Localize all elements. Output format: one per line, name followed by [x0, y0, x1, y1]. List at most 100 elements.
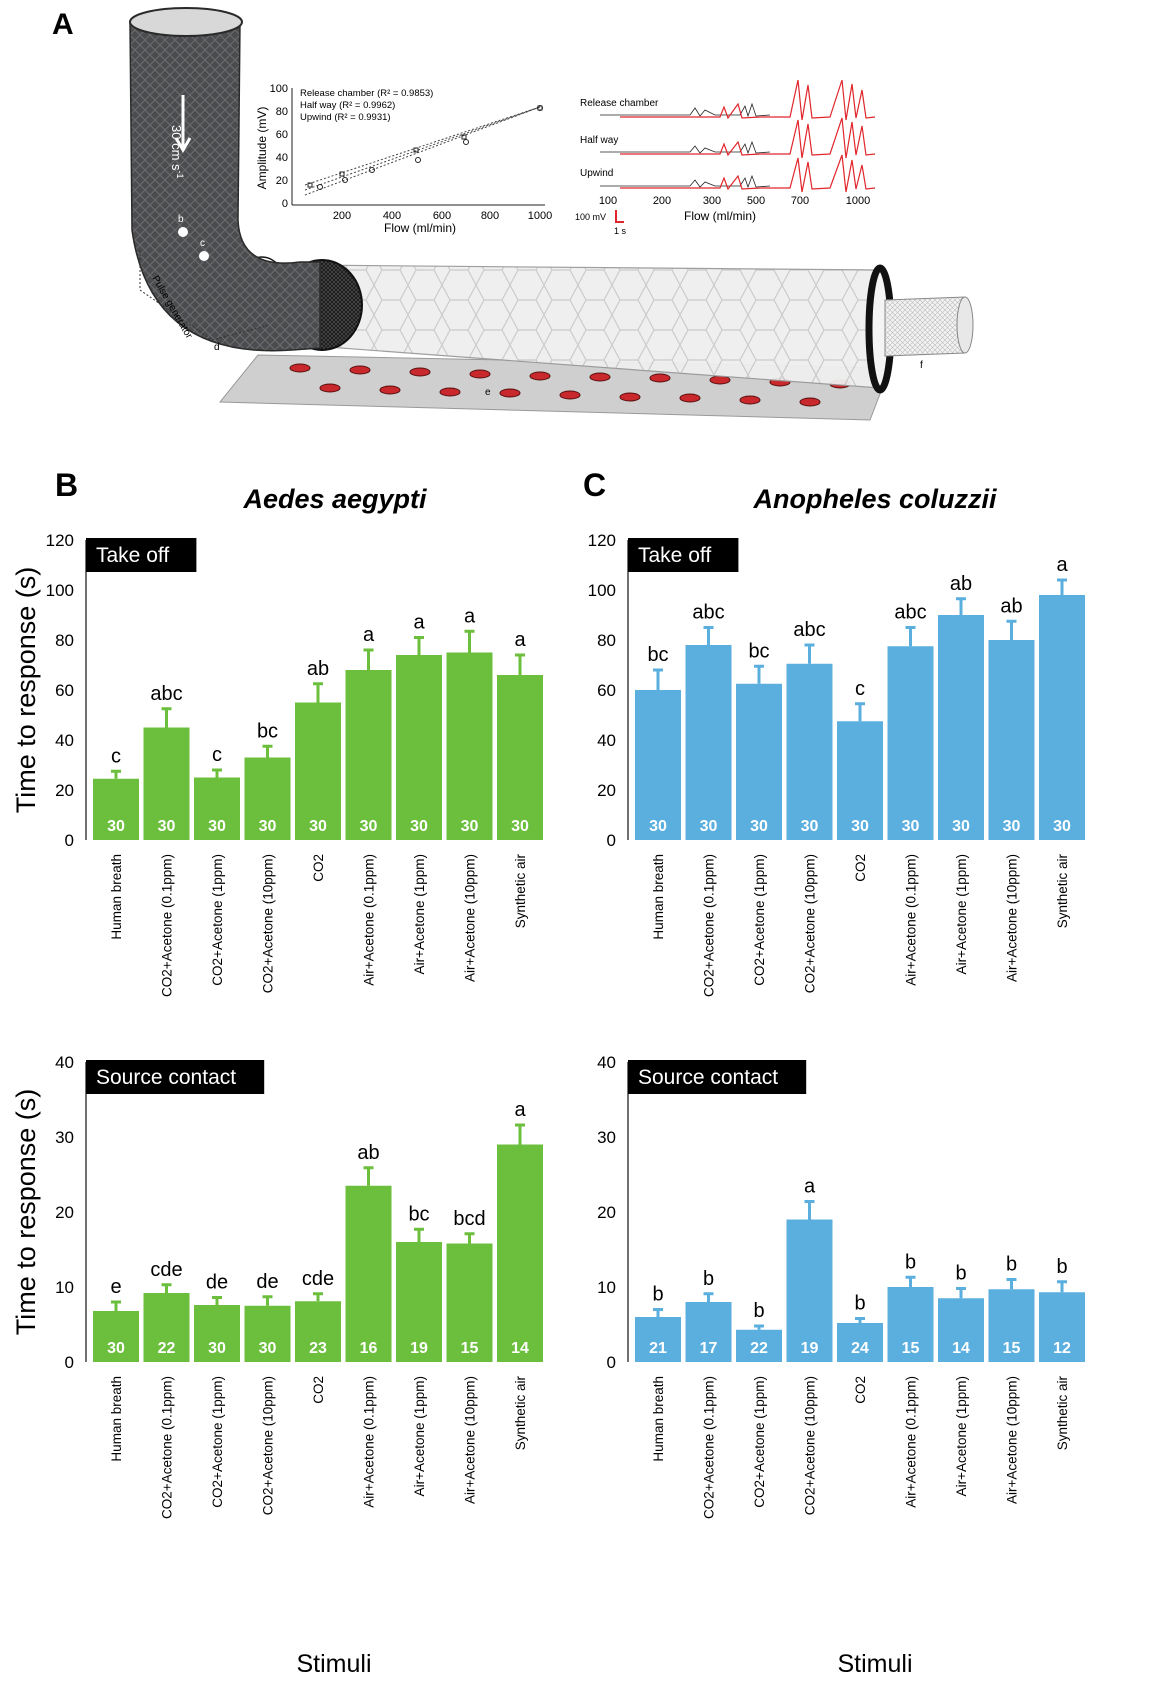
n-label: 16 [360, 1340, 378, 1357]
section-label: Source contact [638, 1066, 778, 1089]
n-label: 15 [1003, 1340, 1021, 1357]
section-label-box [86, 1060, 265, 1094]
svg-text:80: 80 [276, 106, 288, 118]
n-label: 30 [107, 818, 125, 835]
category-label: Air+Acetone (10ppm) [1005, 854, 1020, 982]
bar [736, 1329, 782, 1362]
bar [93, 778, 139, 840]
n-label: 15 [902, 1340, 920, 1357]
significance-letter: a [413, 612, 425, 634]
bar [786, 663, 833, 840]
n-label: 30 [902, 818, 920, 835]
significance-letter: abc [793, 619, 825, 641]
bar [685, 645, 732, 840]
significance-letter: a [363, 624, 375, 646]
category-label: Synthetic air [1055, 854, 1070, 929]
bar [194, 777, 240, 840]
bar [837, 1323, 883, 1362]
part-label-b: b [178, 214, 184, 225]
n-label: 30 [1053, 818, 1071, 835]
bar [345, 1185, 392, 1362]
svg-text:20: 20 [276, 175, 288, 187]
bar [194, 1305, 240, 1362]
y-tick-label: 0 [607, 1353, 616, 1372]
category-label: CO2 [311, 1376, 326, 1404]
category-label: CO2+Acetone (10ppm) [261, 1376, 276, 1515]
bar [143, 727, 190, 840]
significance-letter: c [212, 744, 222, 766]
svg-text:60: 60 [276, 129, 288, 141]
category-label: CO2 [853, 1376, 868, 1404]
bar [143, 1293, 190, 1362]
bar [736, 683, 782, 840]
category-label: CO2+Acetone (1ppm) [752, 1376, 767, 1508]
svg-text:1000: 1000 [528, 210, 552, 222]
significance-letter: de [206, 1272, 228, 1294]
chart-title: Anopheles coluzzii [752, 484, 997, 514]
significance-letter: bc [257, 720, 278, 742]
bar [497, 1144, 543, 1362]
significance-letter: bc [408, 1203, 429, 1225]
n-label: 30 [1003, 818, 1021, 835]
n-label: 19 [410, 1340, 428, 1357]
y-tick-label: 20 [55, 781, 74, 800]
n-label: 14 [952, 1340, 970, 1357]
arrow-label: 30 cm s [169, 125, 184, 171]
category-label: Air+Acetone (1ppm) [954, 854, 969, 974]
bar [988, 640, 1035, 840]
significance-letter: abc [894, 602, 926, 624]
significance-letter: c [855, 678, 865, 700]
section-label-box [86, 538, 197, 572]
scale-s: 1 s [614, 226, 627, 236]
category-label: Air+Acetone (0.1ppm) [904, 1376, 919, 1508]
svg-text:300: 300 [703, 195, 721, 207]
category-label: CO2+Acetone (1ppm) [210, 1376, 225, 1508]
bar [887, 1287, 934, 1362]
category-label: CO2+Acetone (10ppm) [803, 1376, 818, 1515]
significance-letter: b [854, 1293, 865, 1315]
category-label: Synthetic air [513, 854, 528, 929]
scale-mv: 100 mV [575, 212, 606, 222]
significance-letter: abc [150, 683, 182, 705]
category-label: Air+Acetone (0.1ppm) [362, 854, 377, 986]
y-tick-label: 80 [597, 631, 616, 650]
x-axis-label: Stimuli [296, 1650, 371, 1678]
category-label: Human breath [109, 854, 124, 940]
svg-text:200: 200 [653, 195, 671, 207]
inset-signal-traces: Release chamber Half way Upwind 100 200 … [575, 79, 876, 236]
panel-a: A 30 cm s-1 b c [52, 7, 974, 421]
significance-letter: ab [950, 573, 972, 595]
section-label: Take off [96, 544, 169, 567]
chart-title: Aedes aegypti [242, 484, 427, 514]
category-label: Air+Acetone (10ppm) [1005, 1376, 1020, 1504]
svg-text:200: 200 [333, 210, 351, 222]
part-label-e: e [485, 387, 491, 398]
significance-letter: bc [748, 640, 769, 662]
svg-text:400: 400 [383, 210, 401, 222]
chart-B-takeoff: B Aedes aegypti 0 20 40 60 80 100 120 Time to res… [11, 467, 543, 997]
y-tick-label: 120 [46, 531, 74, 550]
bar [396, 655, 442, 840]
significance-letter: a [804, 1176, 816, 1198]
inset-right-xlabel: Flow (ml/min) [684, 209, 756, 223]
bar [1039, 595, 1085, 840]
n-label: 30 [461, 818, 479, 835]
n-label: 30 [208, 1340, 226, 1357]
y-tick-label: 40 [55, 731, 74, 750]
n-label: 30 [309, 818, 327, 835]
category-label: Synthetic air [1055, 1376, 1070, 1451]
significance-letter: e [110, 1276, 121, 1298]
svg-text:Half way: Half way [580, 135, 618, 146]
significance-letter: de [256, 1271, 278, 1293]
significance-letter: a [514, 629, 526, 651]
category-label: CO2+Acetone (0.1ppm) [160, 854, 175, 997]
bar [1039, 1292, 1085, 1362]
category-label: CO2+Acetone (10ppm) [803, 854, 818, 993]
y-tick-label: 100 [46, 581, 74, 600]
category-label: Air+Acetone (1ppm) [412, 1376, 427, 1496]
n-label: 24 [851, 1340, 869, 1357]
panel-letter: C [583, 467, 606, 503]
category-label: Human breath [651, 854, 666, 940]
category-label: CO2+Acetone (0.1ppm) [160, 1376, 175, 1519]
